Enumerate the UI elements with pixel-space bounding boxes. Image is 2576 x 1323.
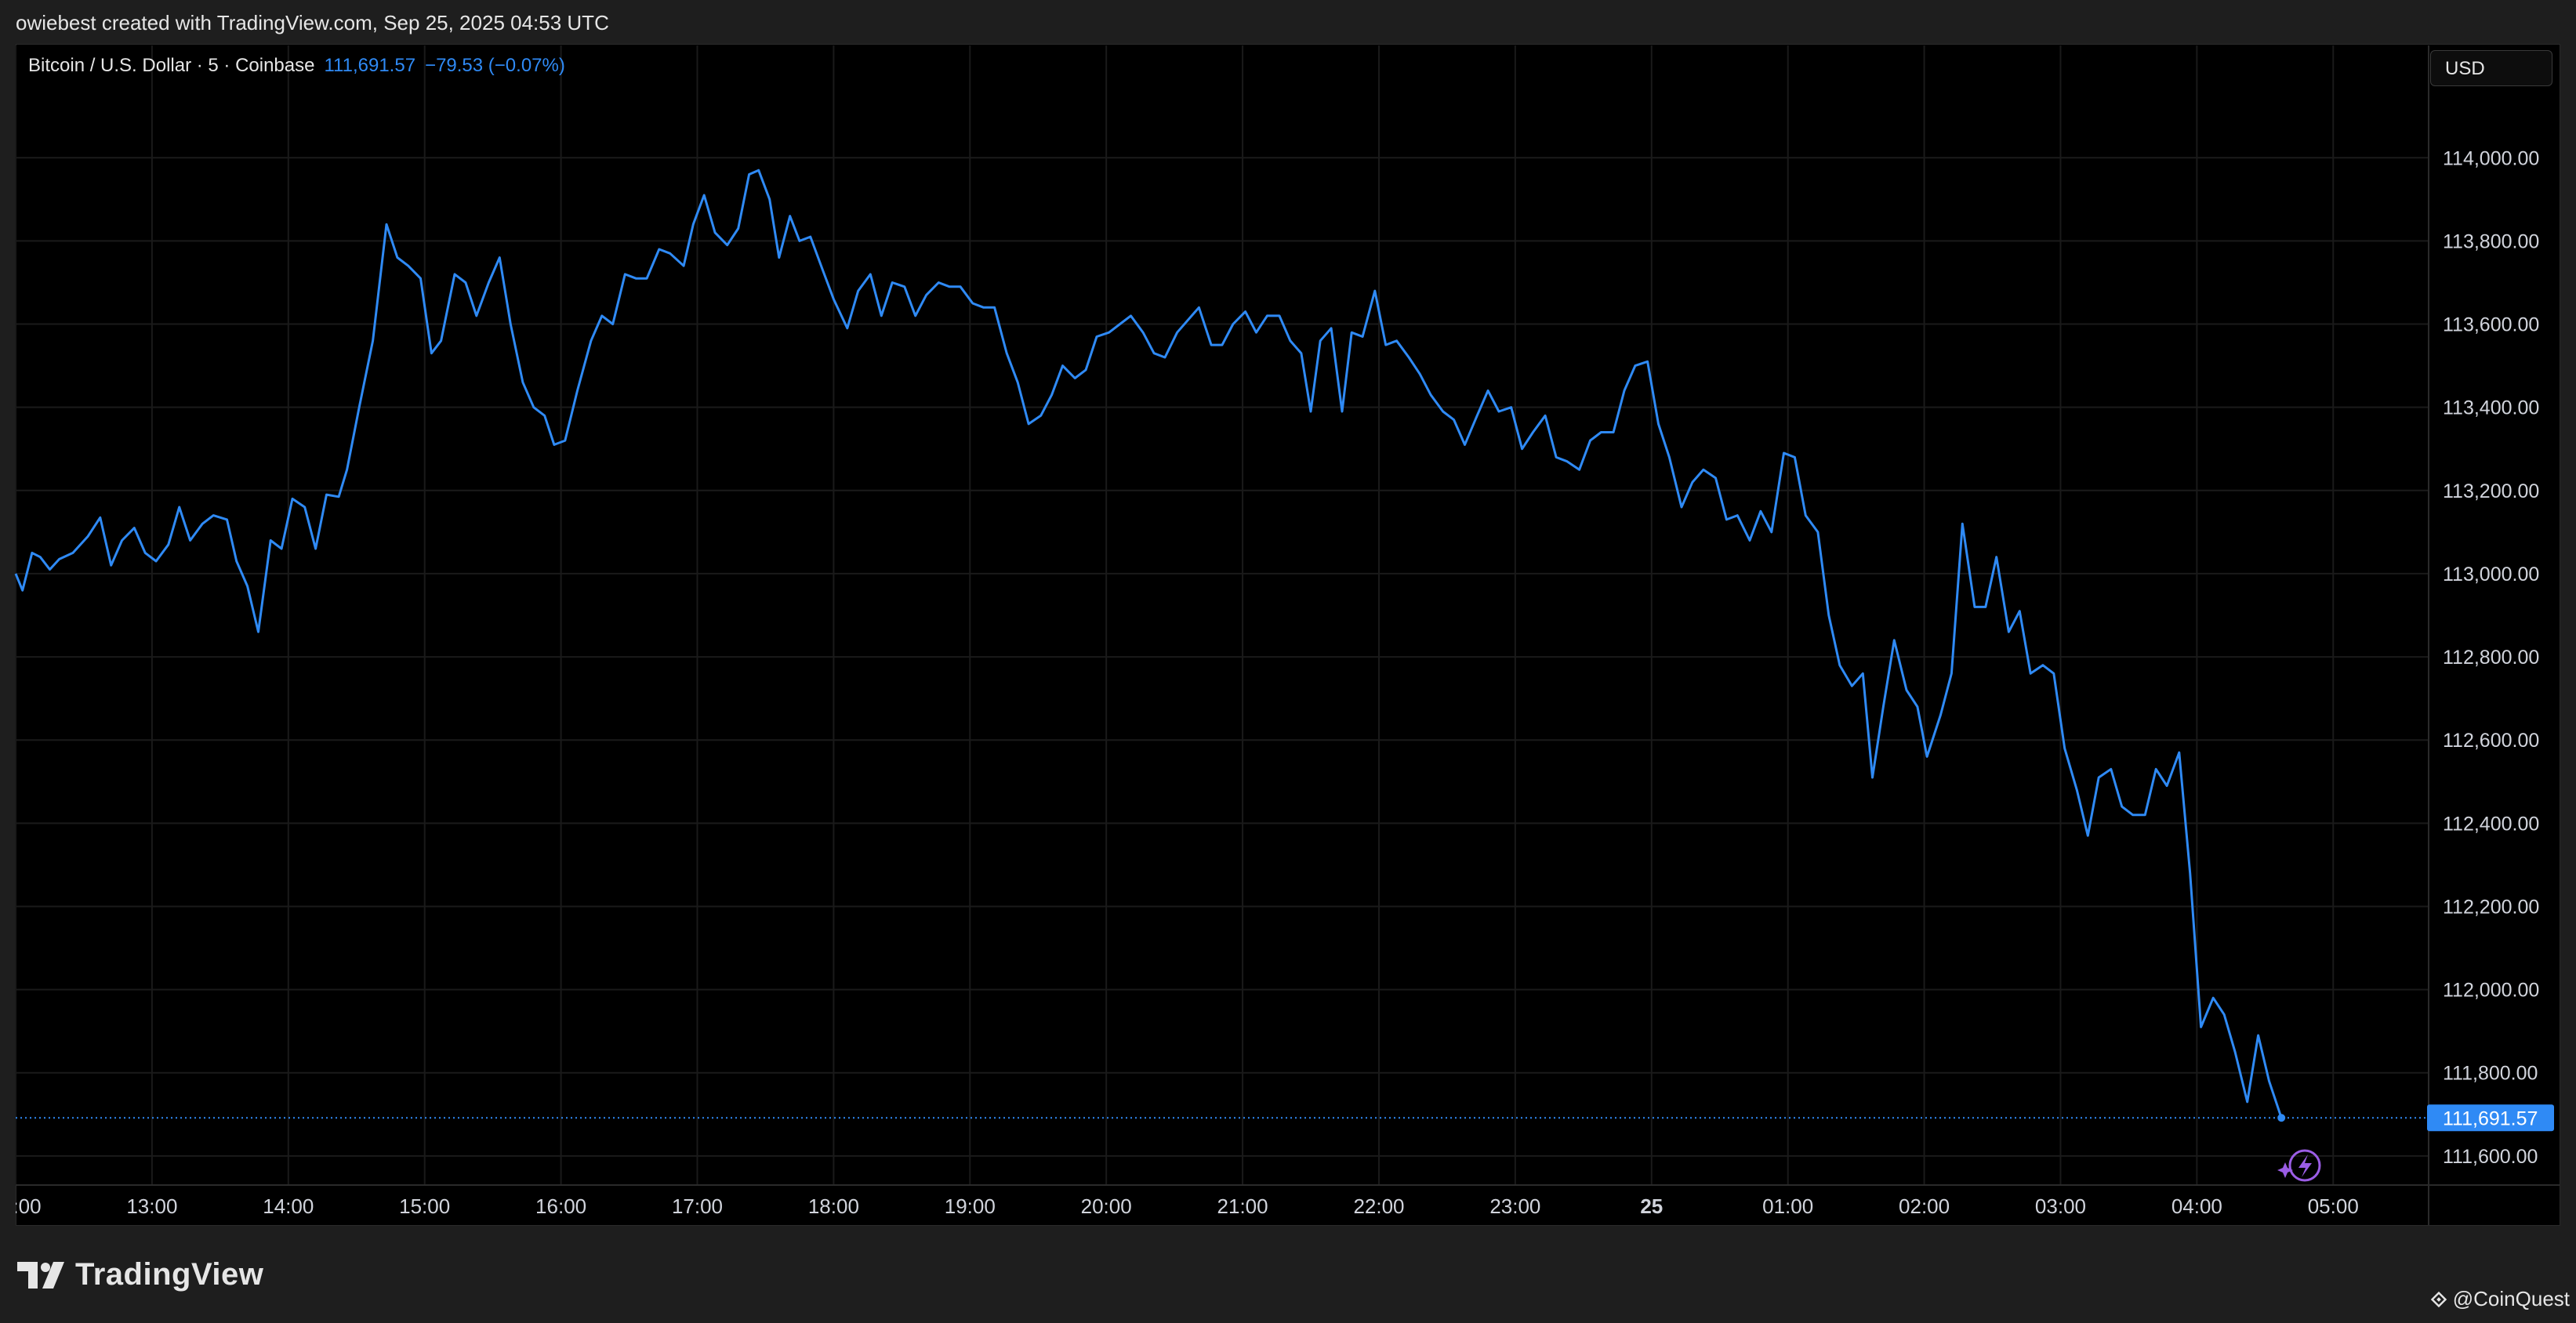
last-price-point — [2277, 1114, 2286, 1122]
x-tick-label: 14:00 — [263, 1194, 314, 1218]
x-tick-label: 15:00 — [399, 1194, 450, 1218]
y-tick-label: 113,000.00 — [2443, 564, 2539, 585]
watermark-text: @CoinQuest — [2452, 1287, 2570, 1310]
x-tick-label: 04:00 — [2171, 1194, 2222, 1218]
tradingview-logo[interactable]: TradingView — [17, 1257, 263, 1292]
legend-price: 111,691.57 — [324, 55, 416, 76]
y-tick-label: 112,800.00 — [2443, 647, 2539, 669]
y-tick-label: 112,600.00 — [2443, 730, 2539, 752]
chart-legend: Bitcoin / U.S. Dollar · 5 · Coinbase 111,… — [28, 55, 565, 77]
x-tick-label: 01:00 — [1762, 1194, 1813, 1218]
x-tick-label: 17:00 — [672, 1194, 723, 1218]
x-tick-label: 18:00 — [808, 1194, 859, 1218]
y-tick-label: 114,000.00 — [2443, 147, 2539, 169]
y-tick-label: 111,800.00 — [2443, 1063, 2538, 1085]
x-tick-label: 21:00 — [1217, 1194, 1268, 1218]
y-tick-label: 113,200.00 — [2443, 480, 2539, 502]
price-series-line — [14, 169, 2283, 1118]
y-tick-label: 113,600.00 — [2443, 314, 2539, 336]
time-axis: 12:00 13:00 14:00 15:00 16:00 17:00 18:00 19:00… — [0, 1194, 2359, 1218]
watermark: @CoinQuest — [2429, 1287, 2570, 1311]
y-tick-label: 113,400.00 — [2443, 397, 2539, 419]
binance-icon — [2430, 1291, 2447, 1307]
currency-button[interactable]: USD — [2430, 50, 2552, 86]
x-tick-label: 20:00 — [1081, 1194, 1132, 1218]
x-tick-label: 13:00 — [126, 1194, 177, 1218]
x-tick-label: 03:00 — [2035, 1194, 2086, 1218]
x-tick-label: 02:00 — [1899, 1194, 1950, 1218]
lightning-icon[interactable] — [2277, 1149, 2321, 1182]
y-tick-label: 112,000.00 — [2443, 980, 2539, 1002]
chart-grid — [15, 45, 2429, 1185]
x-tick-label: 16:00 — [535, 1194, 586, 1218]
symbol-title[interactable]: Bitcoin / U.S. Dollar · 5 · Coinbase — [28, 55, 315, 76]
x-tick-label: 19:00 — [945, 1194, 996, 1218]
created-with-text: owiebest created with TradingView.com, S… — [16, 11, 609, 34]
last-price-badge: 111,691.57 — [2427, 1104, 2554, 1132]
price-axis: 114,000.00 113,800.00 113,600.00 113,400.00… — [2443, 147, 2539, 1168]
tradingview-logo-icon — [17, 1261, 64, 1289]
bottom-bar — [0, 1226, 2576, 1323]
y-tick-label: 112,200.00 — [2443, 896, 2539, 918]
y-tick-label: 111,600.00 — [2443, 1146, 2538, 1168]
x-tick-label: 25 — [1640, 1194, 1663, 1218]
top-bar: owiebest created with TradingView.com, S… — [0, 0, 2576, 44]
legend-change: −79.53 (−0.07%) — [425, 55, 565, 76]
y-tick-label: 113,800.00 — [2443, 230, 2539, 252]
x-tick-label: 22:00 — [1353, 1194, 1404, 1218]
axis-separators — [16, 45, 2560, 1226]
last-price-label: 111,691.57 — [2443, 1107, 2538, 1129]
x-tick-label: 12:00 — [0, 1194, 42, 1218]
tradingview-logo-text: TradingView — [75, 1257, 264, 1292]
y-tick-label: 112,400.00 — [2443, 813, 2539, 835]
x-tick-label: 05:00 — [2308, 1194, 2359, 1218]
x-tick-label: 23:00 — [1489, 1194, 1540, 1218]
